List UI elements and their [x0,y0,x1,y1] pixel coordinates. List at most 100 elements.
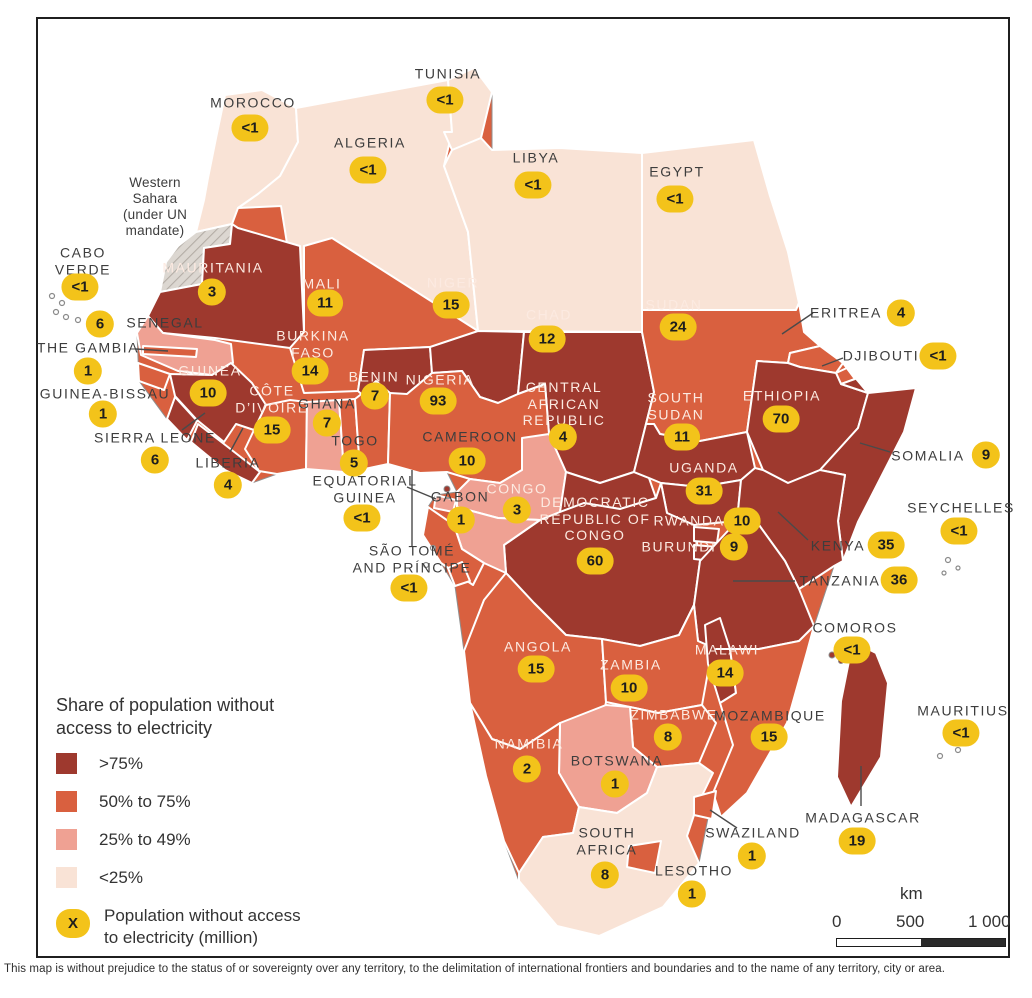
country-badge-chad: 12 [528,325,566,353]
legend-swatch-0 [56,753,77,774]
country-label-algeria: ALGERIA [334,134,406,151]
country-label-somalia: SOMALIA [891,447,965,464]
shape-sierra-leone [166,396,198,441]
country-badge-djibouti: <1 [919,342,957,370]
country-badge-south-sudan: 11 [664,423,700,451]
country-label-ghana: GHANA [298,395,356,412]
country-badge-mauritania: 3 [197,278,227,306]
country-badge-burundi: 9 [719,533,749,561]
country-badge-tanzania: 36 [880,566,918,594]
country-label-tanzania: TANZANIA [799,572,881,589]
country-badge-cabo-verde: <1 [61,273,99,301]
legend-label-2: 25% to 49% [99,829,191,849]
country-badge-rwanda: 10 [723,507,761,535]
shape-swaziland [693,790,717,820]
country-badge-ghana: 7 [312,409,342,437]
country-badge-mozambique: 15 [750,723,788,751]
country-badge-zambia: 10 [610,674,648,702]
legend-items: >75% 50% to 75% 25% to 49% <25% [56,753,386,888]
country-badge-madagascar: 19 [838,827,876,855]
shape-cabinda [447,561,471,587]
country-badge-malawi: 14 [706,659,744,687]
country-label-botswana: BOTSWANA [570,752,664,769]
country-badge-mauritius: <1 [942,719,980,747]
scale-tick-1000: 1 000 [968,912,1011,931]
country-badge-togo: 5 [339,449,369,477]
country-label-guinea: GUINEA [178,362,242,379]
country-label-tunisia: TUNISIA [414,65,482,82]
country-label-kenya: KENYA [810,537,866,554]
country-label-lesotho: LESOTHO [654,862,734,879]
country-label-democratic-republic-of-congo: DEMOCRATIC REPUBLIC OF CONGO [539,494,651,544]
country-label-mauritania: MAURITANIA [162,259,264,276]
country-label-madagascar: MADAGASCAR [805,809,921,826]
country-badge-lesotho: 1 [677,880,707,908]
country-badge-somalia: 9 [971,441,1001,469]
country-label-congo: CONGO [486,480,548,497]
country-badge-cote-divoire: 15 [253,416,291,444]
country-badge-ethiopia: 70 [762,405,800,433]
country-label-angola: ANGOLA [504,638,572,655]
legend-item-1: 50% to 75% [56,791,386,812]
shape-madagascar [836,643,889,808]
country-label-niger: NIGER [426,274,480,291]
country-label-swaziland: SWAZILAND [705,824,801,841]
country-label-senegal: SENEGAL [126,314,204,331]
country-shapes [136,67,917,937]
country-label-central-african-republic: CENTRAL AFRICAN REPUBLIC [522,379,606,429]
shape-guinea-bissau [137,362,171,391]
country-badge-sudan: 24 [659,313,697,341]
country-label-libya: LIBYA [512,149,560,166]
country-badge-algeria: <1 [349,156,387,184]
country-label-nigeria: NIGERIA [405,371,475,388]
country-label-the-gambia: THE GAMBIA [36,339,140,356]
country-label-chad: CHAD [525,306,573,323]
country-label-cameroon: CAMEROON [422,428,518,445]
country-label-gabon: GABON [430,488,490,505]
country-badge-benin: 7 [360,382,390,410]
country-badge-seychelles: <1 [940,517,978,545]
legend-badge-row: X Population without access to electrici… [56,905,386,949]
country-label-seychelles: SEYCHELLES [907,499,1015,516]
legend-swatch-2 [56,829,77,850]
country-badge-nigeria: 93 [419,387,457,415]
scale-unit-label: km [900,884,923,903]
legend-badge-text: Population without access to electricity… [104,906,301,948]
legend-item-3: <25% [56,867,386,888]
country-badge-liberia: 4 [213,471,243,499]
country-label-sudan: SUDAN [645,296,703,313]
legend-label-1: 50% to 75% [99,791,191,811]
shape-lesotho [626,840,662,874]
country-badge-sao-tome-and-principe: <1 [390,574,428,602]
country-badge-gabon: 1 [446,506,476,534]
country-label-eritrea: ERITREA [810,304,882,321]
shape-the-gambia [142,345,198,358]
country-badge-libya: <1 [514,171,552,199]
country-badge-uganda: 31 [685,477,723,505]
country-label-burundi: BURUNDI [641,538,717,555]
country-badge-comoros: <1 [833,636,871,664]
country-label-mozambique: MOZAMBIQUE [714,707,826,724]
country-badge-south-africa: 8 [590,861,620,889]
country-label-sao-tome-and-principe: SÃO TOMÉ AND PRÍNCIPE [352,542,472,575]
country-label-malawi: MALAWI [694,641,760,658]
leader-lines [135,312,891,829]
country-label-cabo-verde: CABO VERDE [54,244,112,277]
country-badge-central-african-republic: 4 [548,423,578,451]
country-label-rwanda: RWANDA [653,512,725,529]
country-badge-democratic-republic-of-congo: 60 [576,547,614,575]
country-label-uganda: UGANDA [669,459,739,476]
shape-liberia [190,423,261,484]
legend-label-0: >75% [99,753,143,773]
country-badge-sierra-leone: 6 [140,446,170,474]
legend: Share of population without access to el… [56,694,386,949]
country-badge-kenya: 35 [867,531,905,559]
country-badge-tunisia: <1 [426,86,464,114]
legend-badge-symbol: X [56,909,91,938]
country-badge-egypt: <1 [656,185,694,213]
shape-somalia [819,362,917,562]
scale-bar-graphic [836,938,1006,947]
scale-tick-0: 0 [832,912,842,931]
country-label-equatorial-guinea: EQUATORIAL GUINEA [312,472,418,505]
